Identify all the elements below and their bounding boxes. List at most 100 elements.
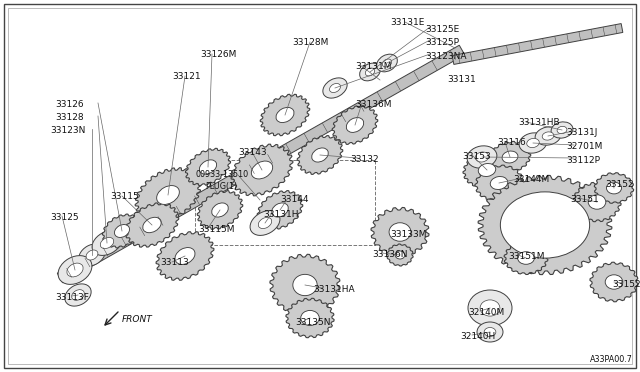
- Ellipse shape: [382, 59, 392, 67]
- Ellipse shape: [67, 263, 83, 277]
- Ellipse shape: [478, 164, 496, 176]
- Ellipse shape: [272, 203, 288, 217]
- Ellipse shape: [542, 132, 554, 140]
- Text: 33125: 33125: [50, 213, 79, 222]
- Polygon shape: [260, 94, 310, 136]
- Ellipse shape: [100, 237, 114, 248]
- Text: 33133M: 33133M: [390, 230, 426, 239]
- Ellipse shape: [557, 126, 567, 134]
- Ellipse shape: [477, 322, 503, 342]
- Ellipse shape: [484, 327, 496, 337]
- Text: FRONT: FRONT: [122, 315, 153, 324]
- Ellipse shape: [276, 108, 294, 123]
- Text: 33131E: 33131E: [390, 18, 424, 27]
- Ellipse shape: [365, 68, 374, 76]
- Polygon shape: [135, 168, 201, 222]
- Text: 33144: 33144: [280, 195, 308, 204]
- Text: 33115: 33115: [110, 192, 139, 201]
- Ellipse shape: [323, 78, 347, 98]
- Polygon shape: [504, 241, 548, 275]
- Polygon shape: [590, 262, 638, 302]
- Ellipse shape: [312, 148, 328, 162]
- Ellipse shape: [175, 247, 195, 264]
- Ellipse shape: [212, 203, 228, 217]
- Ellipse shape: [490, 176, 508, 189]
- Ellipse shape: [607, 182, 621, 194]
- Polygon shape: [186, 148, 230, 186]
- Text: 33116: 33116: [497, 138, 525, 147]
- Text: 33136M: 33136M: [355, 100, 392, 109]
- Polygon shape: [286, 298, 334, 338]
- Ellipse shape: [377, 54, 397, 72]
- Text: 33121: 33121: [172, 72, 200, 81]
- Polygon shape: [102, 214, 141, 248]
- Polygon shape: [125, 203, 179, 247]
- Ellipse shape: [157, 186, 179, 205]
- Text: 33125E: 33125E: [425, 25, 460, 34]
- Text: 33112P: 33112P: [566, 156, 600, 165]
- Polygon shape: [231, 144, 293, 196]
- Ellipse shape: [467, 146, 497, 168]
- Ellipse shape: [480, 300, 500, 316]
- Text: 33131J: 33131J: [566, 128, 597, 137]
- Text: PLUG(1): PLUG(1): [205, 182, 237, 191]
- Text: 33123N: 33123N: [50, 126, 85, 135]
- Text: 33135N: 33135N: [295, 318, 330, 327]
- Ellipse shape: [259, 217, 272, 228]
- Text: 33125P: 33125P: [425, 38, 459, 47]
- Ellipse shape: [502, 151, 518, 163]
- Polygon shape: [332, 106, 378, 144]
- Ellipse shape: [252, 161, 273, 179]
- Text: 32140H: 32140H: [460, 332, 495, 341]
- Ellipse shape: [476, 152, 489, 162]
- Text: 00933-13510: 00933-13510: [195, 170, 248, 179]
- Ellipse shape: [518, 252, 534, 264]
- Text: 33126: 33126: [55, 100, 84, 109]
- Text: 33128: 33128: [55, 113, 84, 122]
- Text: 33128M: 33128M: [292, 38, 328, 47]
- Text: A33PA00.7: A33PA00.7: [590, 355, 633, 364]
- Text: 33143: 33143: [238, 148, 267, 157]
- Text: 33152: 33152: [612, 280, 640, 289]
- Polygon shape: [156, 232, 214, 280]
- Polygon shape: [58, 45, 465, 283]
- Text: 32140M: 32140M: [468, 308, 504, 317]
- Ellipse shape: [396, 251, 405, 259]
- Polygon shape: [197, 190, 243, 230]
- Polygon shape: [452, 23, 623, 64]
- Text: 33115M: 33115M: [198, 225, 234, 234]
- Polygon shape: [270, 254, 340, 316]
- Ellipse shape: [250, 211, 280, 235]
- Polygon shape: [595, 173, 634, 203]
- Ellipse shape: [551, 122, 573, 138]
- Ellipse shape: [86, 250, 98, 260]
- Text: 33144M: 33144M: [513, 175, 549, 184]
- Text: 33123NA: 33123NA: [425, 52, 467, 61]
- Ellipse shape: [79, 244, 105, 266]
- Text: 33153: 33153: [462, 152, 491, 161]
- Ellipse shape: [58, 256, 92, 284]
- Ellipse shape: [360, 63, 380, 81]
- Ellipse shape: [527, 138, 540, 148]
- Text: 33131HA: 33131HA: [313, 285, 355, 294]
- Ellipse shape: [588, 195, 606, 209]
- Ellipse shape: [346, 118, 364, 132]
- Polygon shape: [371, 208, 429, 257]
- Text: 33131: 33131: [447, 75, 476, 84]
- Text: 33113F: 33113F: [55, 293, 89, 302]
- Text: 33126M: 33126M: [200, 50, 236, 59]
- Polygon shape: [489, 141, 531, 173]
- Polygon shape: [387, 244, 413, 266]
- Ellipse shape: [330, 83, 340, 93]
- Ellipse shape: [65, 284, 91, 306]
- Polygon shape: [478, 175, 612, 275]
- Text: 33132: 33132: [350, 155, 379, 164]
- Polygon shape: [257, 190, 303, 230]
- Ellipse shape: [468, 290, 512, 326]
- Ellipse shape: [500, 192, 589, 258]
- Polygon shape: [573, 182, 621, 222]
- Text: 33131H: 33131H: [263, 210, 298, 219]
- Ellipse shape: [519, 133, 547, 153]
- Polygon shape: [463, 152, 511, 188]
- Ellipse shape: [605, 275, 623, 289]
